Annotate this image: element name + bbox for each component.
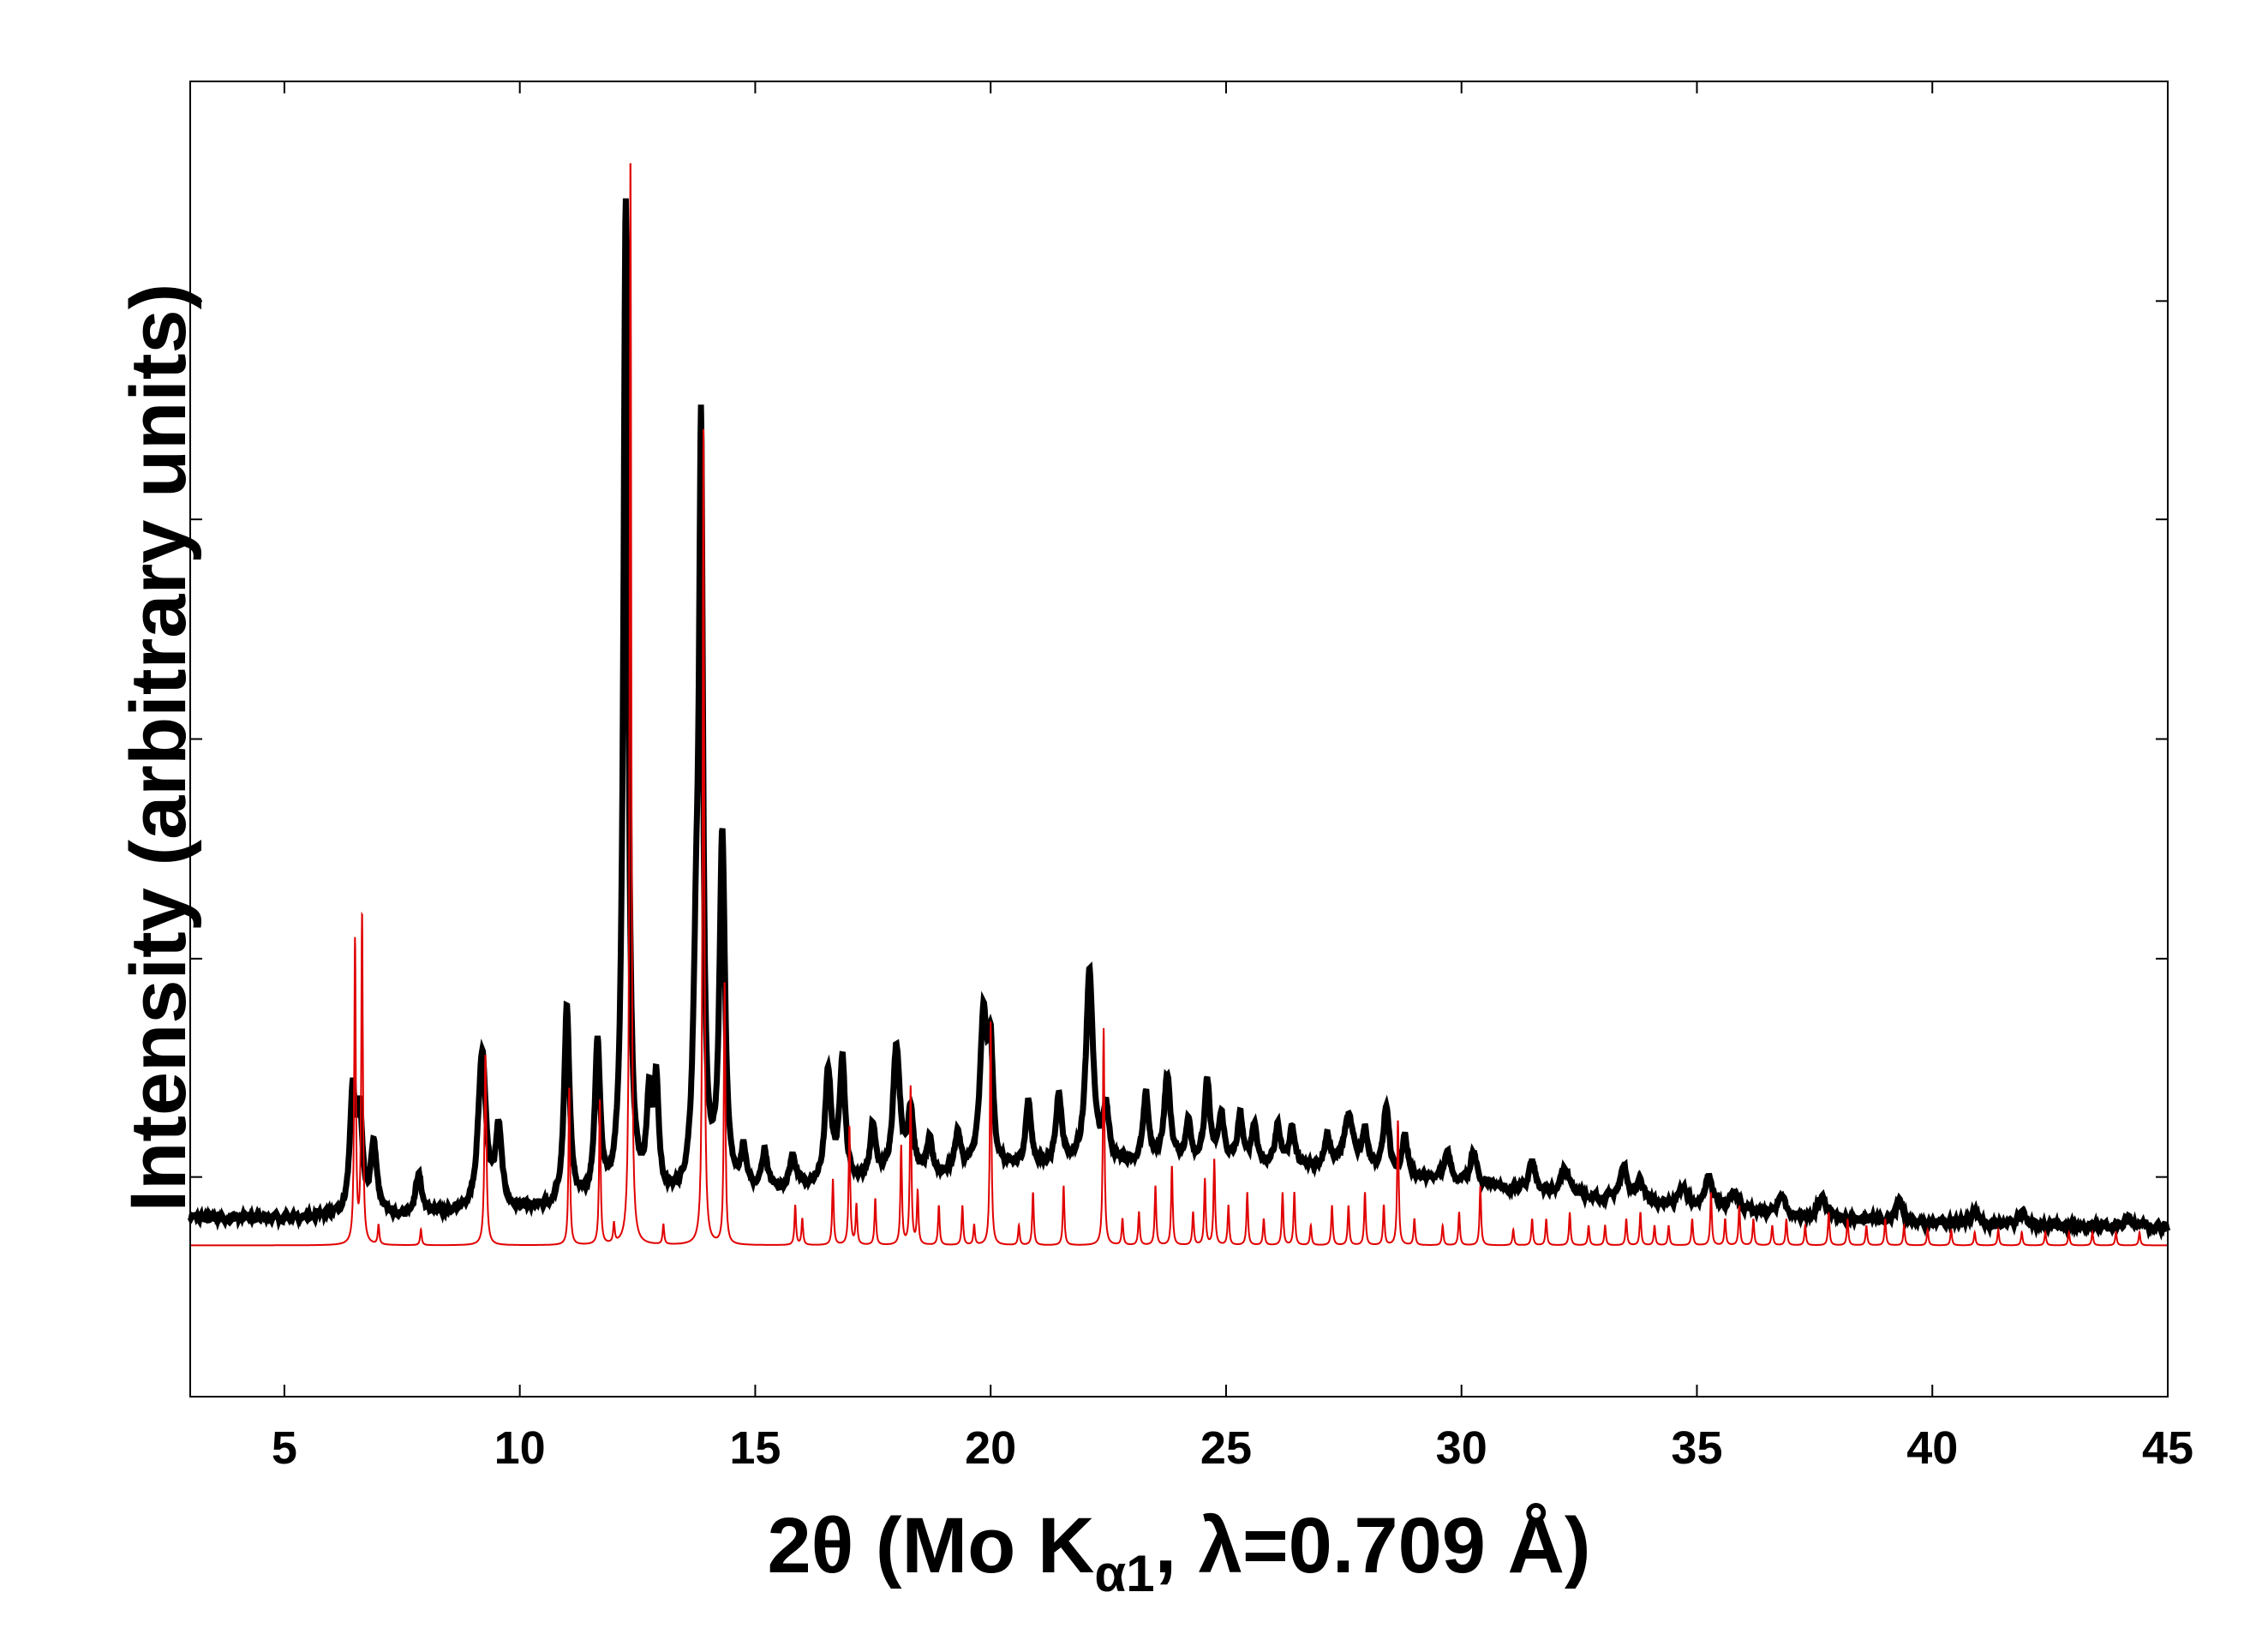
simulated-pattern-line bbox=[190, 163, 2168, 1247]
x-tick-label: 45 bbox=[2142, 1422, 2193, 1474]
x-tick-label: 40 bbox=[1906, 1422, 1958, 1474]
x-tick-label: 30 bbox=[1436, 1422, 1487, 1474]
x-tick-label: 10 bbox=[494, 1422, 546, 1474]
x-axis-title-rest: , λ=0.709 Å) bbox=[1155, 1502, 1591, 1589]
x-axis-title-subscript: α1 bbox=[1094, 1545, 1154, 1602]
series-layer bbox=[187, 163, 2171, 1247]
x-tick-label: 15 bbox=[729, 1422, 781, 1474]
ticks-layer: 5 10 15 20 25 30 35 40 45 bbox=[190, 81, 2193, 1474]
x-tick-label: 25 bbox=[1200, 1422, 1252, 1474]
x-tick-label: 35 bbox=[1671, 1422, 1722, 1474]
measured-pattern-line bbox=[187, 198, 2171, 1241]
x-axis-title-main: 2θ (Mo K bbox=[767, 1502, 1094, 1589]
x-tick-label: 5 bbox=[272, 1422, 297, 1474]
x-axis-title: 2θ (Mo Kα1, λ=0.709 Å) bbox=[767, 1502, 1590, 1602]
x-tick-label: 20 bbox=[965, 1422, 1016, 1474]
y-axis-title: Intensity (arbitrary units) bbox=[115, 284, 202, 1212]
